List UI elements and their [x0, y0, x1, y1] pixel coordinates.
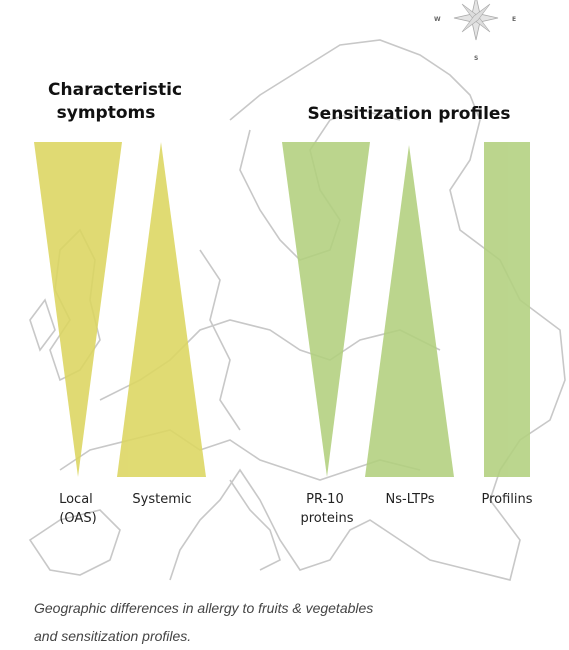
compass: W E S	[434, 0, 516, 62]
text-line: (OAS)	[59, 511, 96, 526]
item-label: Local (OAS)	[59, 492, 97, 526]
text-line: Characteristic	[48, 80, 182, 100]
text-line: and sensitization profiles.	[34, 628, 191, 644]
compass-south: S	[474, 55, 478, 62]
item-label: Ns-LTPs	[386, 492, 435, 507]
text-line: PR-10	[306, 492, 344, 507]
item-label: PR-10 proteins	[301, 492, 354, 526]
compass-east: E	[512, 16, 516, 23]
systemic-triangle	[117, 142, 206, 477]
local-triangle	[34, 142, 122, 477]
nsltp-triangle	[365, 145, 454, 477]
profilin-bar	[484, 142, 530, 477]
text-line: Geographic differences in allergy to fru…	[34, 600, 373, 616]
group-title: Characteristic symptoms	[48, 80, 188, 123]
caption: Geographic differences in allergy to fru…	[34, 600, 377, 644]
text-line: Local	[59, 492, 93, 507]
pr10-triangle	[282, 142, 370, 477]
group-title: Sensitization profiles	[307, 104, 510, 124]
shapes	[34, 142, 530, 477]
compass-west: W	[434, 16, 441, 23]
text-line: proteins	[301, 511, 354, 526]
item-label: Systemic	[132, 492, 191, 507]
item-label: Profilins	[481, 492, 532, 507]
text-line: symptoms	[57, 103, 156, 123]
